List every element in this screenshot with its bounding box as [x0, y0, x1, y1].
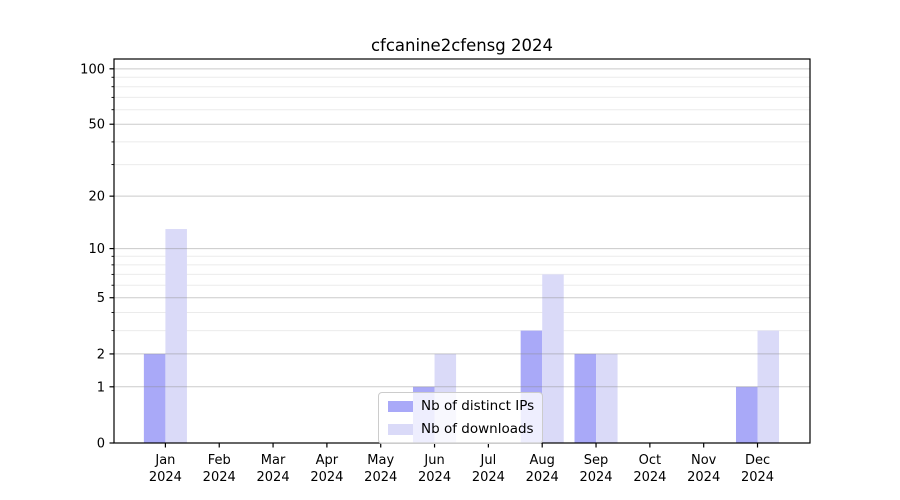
x-tick-label-month: Mar [261, 453, 286, 468]
x-tick-label-year: 2024 [203, 470, 236, 485]
bar-downloads-aug [542, 274, 564, 443]
x-tick-label-year: 2024 [741, 470, 774, 485]
x-tick-label-month: Dec [745, 453, 770, 468]
x-tick-label-month: Sep [584, 453, 609, 468]
x-tick-label-year: 2024 [418, 470, 451, 485]
y-tick-label: 0 [97, 437, 105, 452]
bar-downloads-jan [165, 229, 187, 443]
y-tick-label: 100 [80, 62, 105, 77]
x-tick-label-month: Oct [639, 453, 661, 468]
x-tick-label-month: Feb [208, 453, 231, 468]
x-tick-label-year: 2024 [257, 470, 290, 485]
x-tick-label-year: 2024 [472, 470, 505, 485]
x-tick-label-month: Aug [530, 453, 555, 468]
x-tick-label-year: 2024 [310, 470, 343, 485]
bar-distinct-ips-jan [143, 353, 166, 443]
x-tick-label-year: 2024 [364, 470, 397, 485]
y-tick-label: 2 [97, 347, 105, 362]
legend-label-distinct-ips: Nb of distinct IPs [421, 398, 535, 414]
bar-distinct-ips-dec [735, 386, 758, 443]
y-tick-label: 1 [97, 380, 105, 395]
legend-label-downloads: Nb of downloads [421, 421, 534, 437]
chart-title: cfcanine2cfensg 2024 [370, 36, 553, 55]
x-tick-label-year: 2024 [579, 470, 612, 485]
plot-border [113, 58, 811, 444]
legend: Nb of distinct IPs Nb of downloads [378, 392, 543, 444]
x-tick-label-year: 2024 [149, 470, 182, 485]
legend-item-distinct-ips: Nb of distinct IPs [388, 398, 535, 414]
x-tick-label-month: Nov [691, 453, 717, 468]
x-tick-label-year: 2024 [633, 470, 666, 485]
legend-swatch-downloads-icon [388, 423, 413, 435]
x-tick-label-month: May [367, 453, 394, 468]
x-tick-label-month: Jun [423, 453, 444, 468]
y-tick-label: 10 [88, 242, 105, 257]
x-tick-label-month: Jul [480, 453, 497, 468]
y-tick-label: 20 [88, 190, 105, 205]
x-tick-label-month: Apr [316, 453, 339, 468]
y-tick-label: 50 [88, 118, 105, 133]
bar-distinct-ips-sep [574, 353, 597, 443]
x-tick-label-year: 2024 [526, 470, 559, 485]
bar-downloads-dec [757, 330, 780, 443]
legend-item-downloads: Nb of downloads [388, 421, 534, 437]
x-tick-label-month: Jan [154, 453, 175, 468]
legend-swatch-distinct-ips-icon [388, 400, 413, 412]
bar-downloads-sep [596, 353, 618, 443]
y-tick-label: 5 [97, 291, 105, 306]
x-tick-label-year: 2024 [687, 470, 720, 485]
